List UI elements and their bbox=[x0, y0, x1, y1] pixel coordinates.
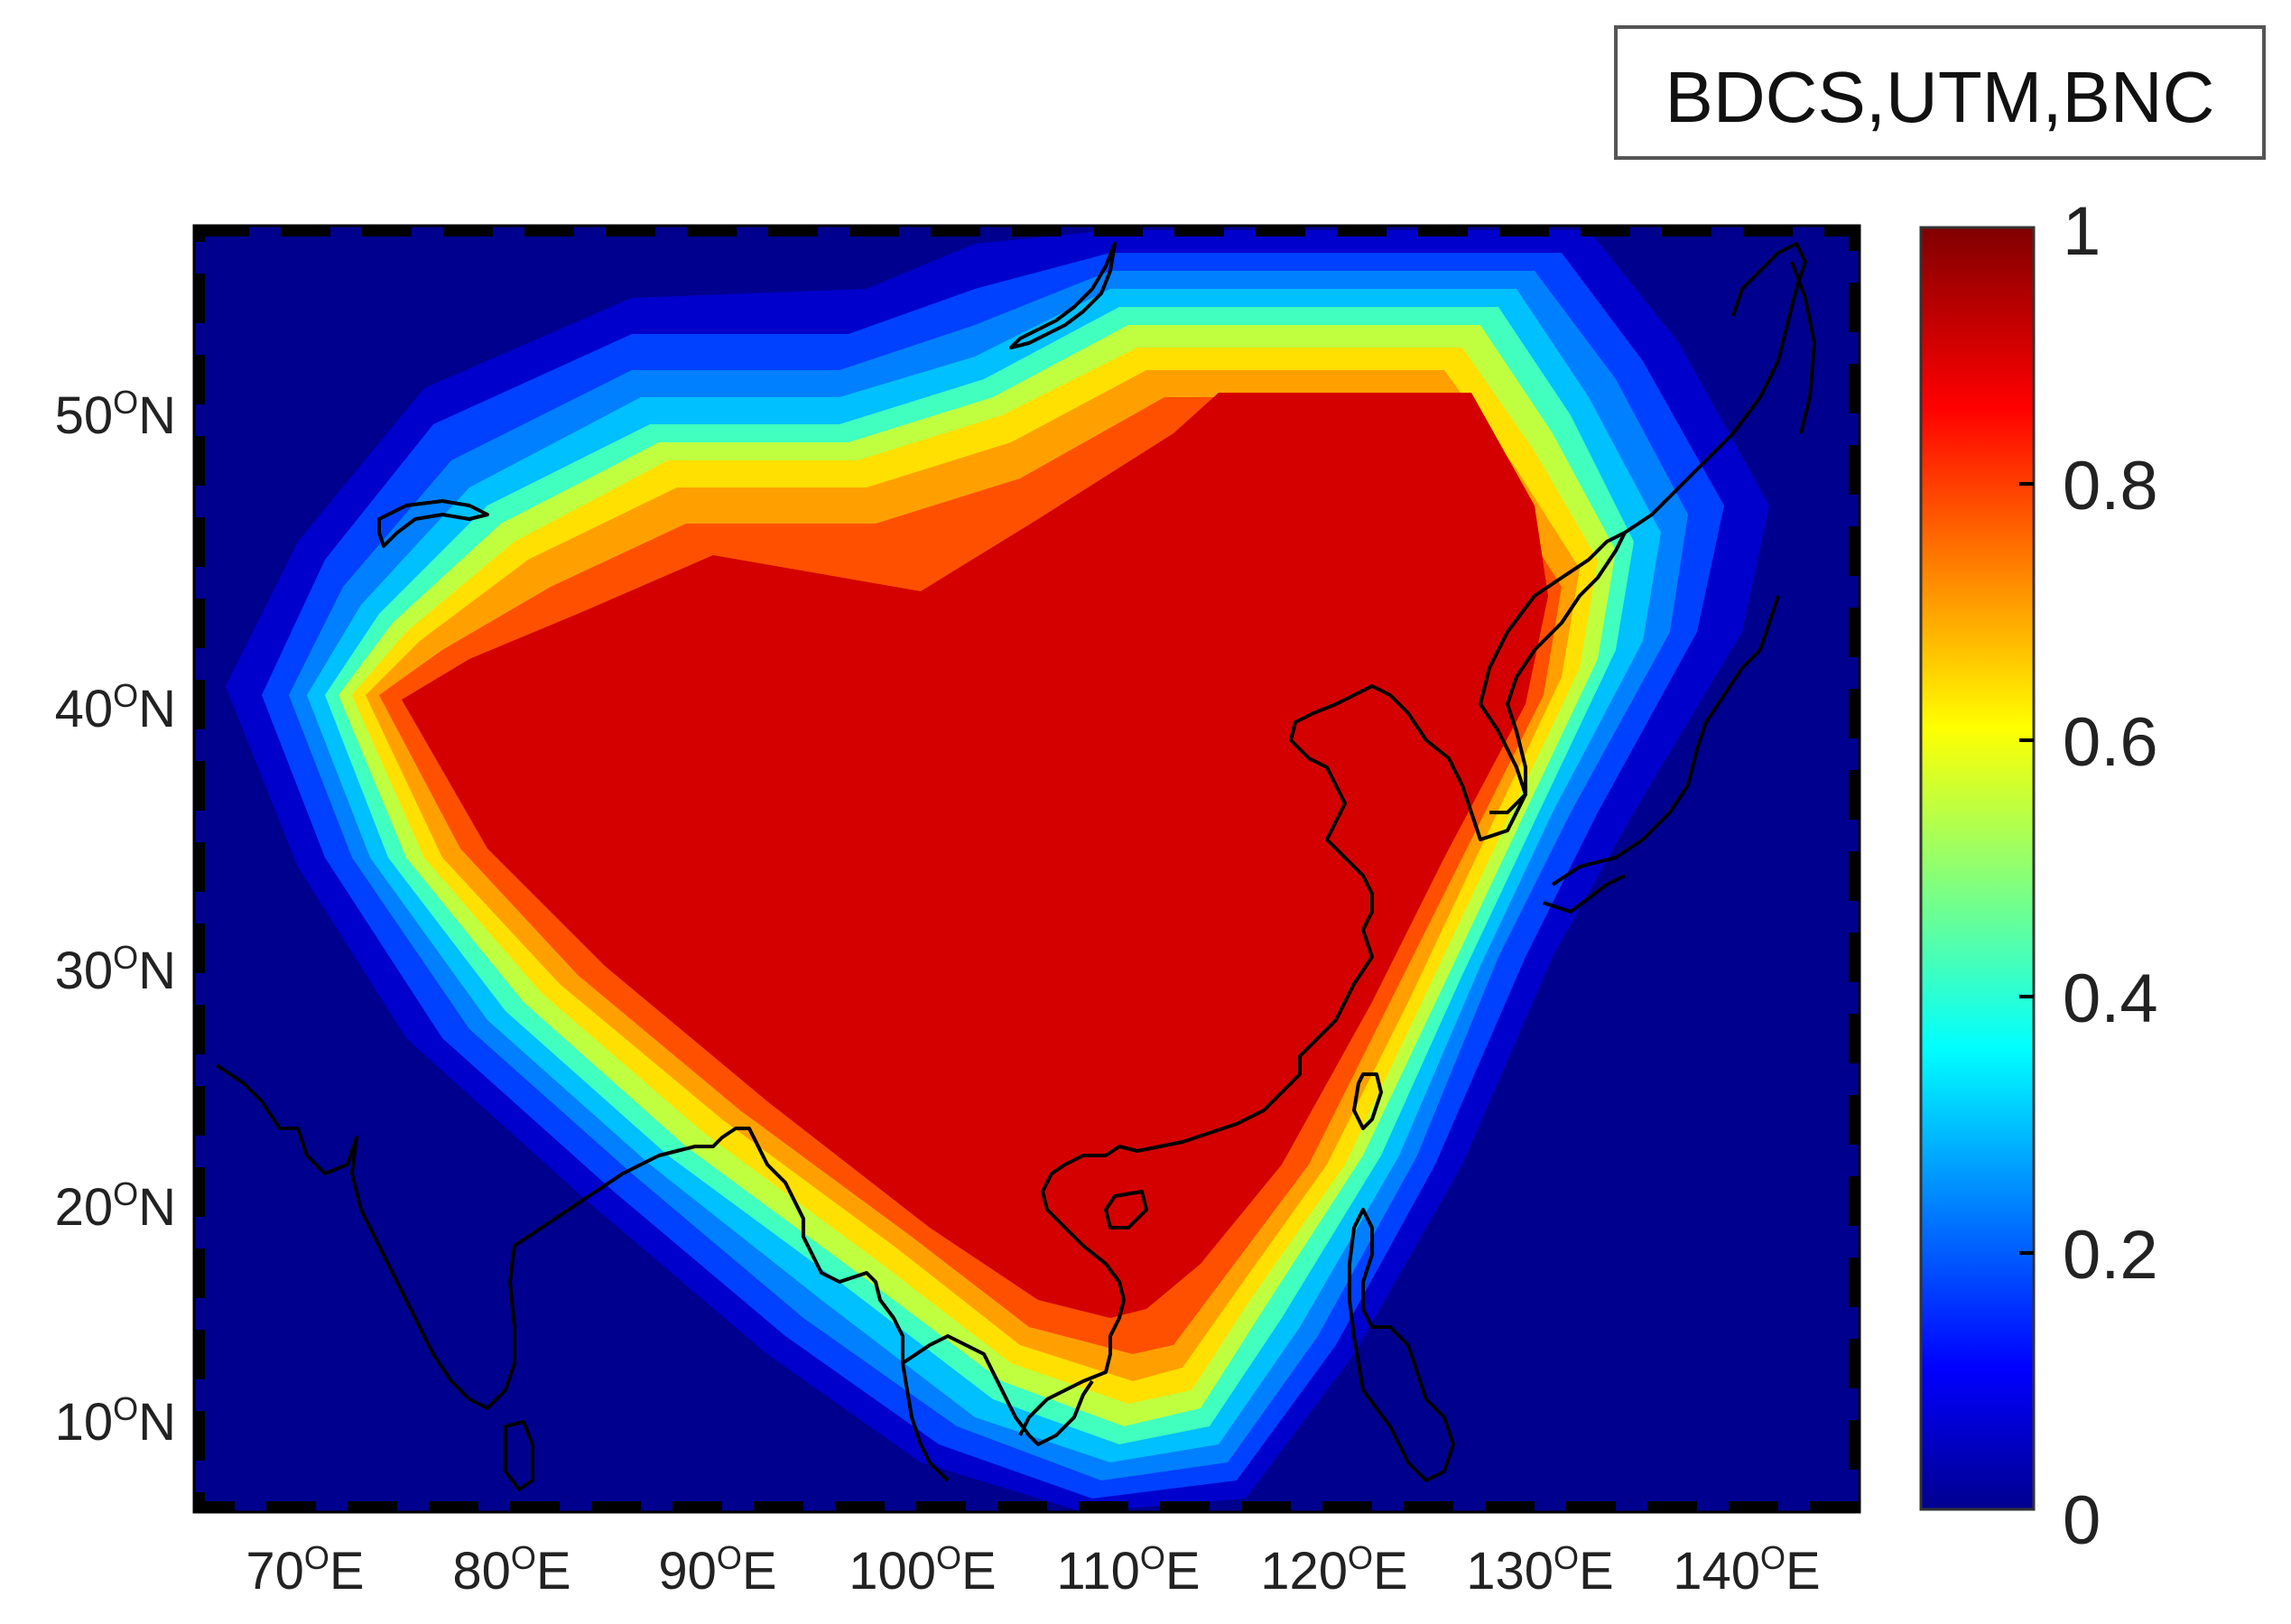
coastlines bbox=[215, 242, 1816, 1491]
lat-label-50: 50ON bbox=[55, 384, 176, 445]
lon-label-120: 120OE bbox=[1260, 1539, 1407, 1601]
contour-level-10 bbox=[402, 393, 1548, 1318]
colorbar-label-0.2: 0.2 bbox=[2063, 1217, 2158, 1294]
lat-label-10: 10ON bbox=[55, 1390, 176, 1452]
map-frame bbox=[192, 224, 1861, 1514]
colorbar-label-0.8: 0.8 bbox=[2063, 448, 2158, 524]
coastline-balkhash bbox=[377, 499, 489, 548]
map-plot bbox=[194, 226, 1860, 1512]
coastline-hainan bbox=[1104, 1190, 1148, 1230]
lon-axis: 70OE 80OE 90OE 100OE 110OE 120OE 130OE 1… bbox=[246, 1539, 1820, 1601]
coastline-taiwan bbox=[1352, 1072, 1383, 1130]
colorbar-gradient bbox=[1919, 226, 2036, 1511]
colorbar-label-1: 1 bbox=[2063, 193, 2101, 270]
coastline-srilanka bbox=[504, 1420, 534, 1491]
colorbar-label-0.6: 0.6 bbox=[2063, 704, 2158, 781]
lon-label-110: 110OE bbox=[1056, 1539, 1200, 1601]
colorbar-ticks bbox=[2019, 482, 2034, 1255]
lat-label-20: 20ON bbox=[55, 1175, 176, 1237]
coastline-sakhalin bbox=[1790, 261, 1816, 434]
coastline-baikal bbox=[1009, 242, 1117, 349]
contour-layers bbox=[226, 230, 1769, 1512]
lon-label-80: 80OE bbox=[452, 1539, 570, 1601]
coastline-japan bbox=[1543, 595, 1780, 914]
coastline-korea bbox=[1489, 531, 1627, 814]
coastline-india bbox=[215, 1063, 950, 1482]
coastline-china bbox=[1018, 594, 1536, 1436]
lon-label-100: 100OE bbox=[849, 1539, 996, 1601]
lon-label-140: 140OE bbox=[1673, 1539, 1820, 1601]
colorbar-label-0: 0 bbox=[2063, 1482, 2101, 1559]
lon-label-90: 90OE bbox=[658, 1539, 776, 1601]
lat-label-40: 40ON bbox=[55, 677, 176, 738]
lat-axis: 10ON 20ON 30ON 40ON 50ON bbox=[55, 384, 176, 1452]
coastline-philippines bbox=[1348, 1208, 1455, 1482]
coastline-indochina bbox=[901, 1334, 1094, 1446]
lon-label-70: 70OE bbox=[246, 1539, 364, 1601]
coastline-russia-east bbox=[1623, 242, 1807, 534]
lat-label-30: 30ON bbox=[55, 939, 176, 1000]
colorbar-label-0.4: 0.4 bbox=[2063, 960, 2158, 1037]
colorbar: 1 0.8 0.6 0.4 0.2 0 bbox=[1919, 193, 2158, 1559]
title-box: BDCS,UTM,BNC bbox=[1614, 25, 2266, 160]
lon-label-130: 130OE bbox=[1466, 1539, 1613, 1601]
title-text: BDCS,UTM,BNC bbox=[1665, 57, 2215, 137]
